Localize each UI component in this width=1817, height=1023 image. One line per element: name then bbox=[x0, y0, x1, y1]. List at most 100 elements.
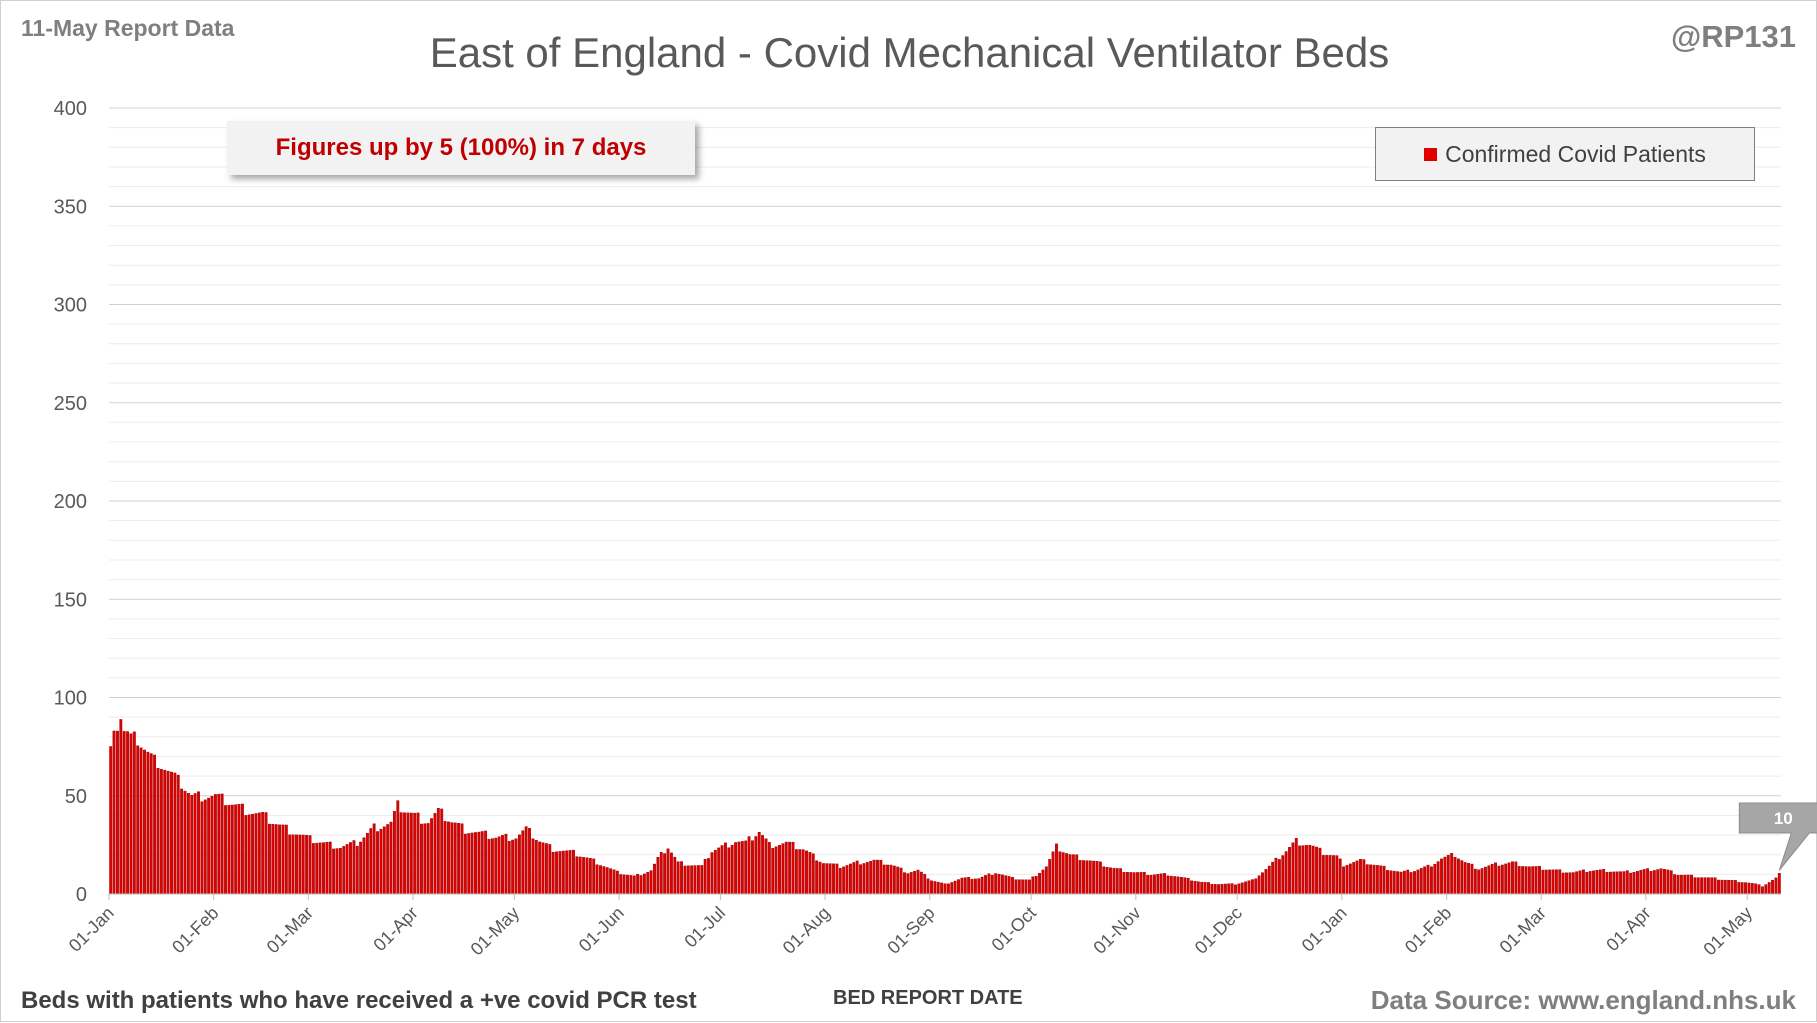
bar bbox=[237, 804, 241, 895]
bar bbox=[1382, 865, 1386, 895]
bar bbox=[1085, 860, 1089, 895]
bar bbox=[1281, 855, 1285, 895]
bar bbox=[889, 864, 893, 895]
bar bbox=[1490, 863, 1494, 895]
bar bbox=[1663, 869, 1666, 895]
bar bbox=[1028, 879, 1031, 895]
bar bbox=[751, 840, 754, 895]
bar bbox=[754, 836, 758, 895]
bar bbox=[642, 873, 646, 895]
y-tick-label: 350 bbox=[54, 196, 87, 218]
bar bbox=[578, 856, 582, 895]
bar bbox=[541, 842, 545, 895]
bar bbox=[1737, 882, 1741, 895]
bar bbox=[274, 824, 278, 895]
bar bbox=[1730, 880, 1734, 895]
bar bbox=[984, 875, 987, 895]
bar bbox=[1649, 871, 1653, 895]
bar bbox=[257, 812, 261, 895]
x-tick-label: 01-Jan bbox=[65, 903, 118, 956]
bar bbox=[524, 826, 528, 895]
bar bbox=[1713, 877, 1717, 895]
bar bbox=[1683, 874, 1687, 895]
bar bbox=[575, 856, 579, 895]
bar bbox=[886, 864, 889, 895]
bar bbox=[241, 803, 244, 895]
bar bbox=[1690, 874, 1693, 895]
gridlines bbox=[109, 107, 1781, 875]
bar bbox=[1051, 851, 1055, 895]
bar bbox=[1250, 879, 1254, 895]
bar bbox=[457, 823, 461, 895]
bar bbox=[1521, 866, 1525, 895]
bar bbox=[143, 749, 146, 895]
bar bbox=[1369, 864, 1373, 895]
annotation-callout bbox=[1738, 802, 1817, 871]
bar bbox=[882, 864, 886, 895]
bar bbox=[1011, 877, 1014, 895]
bar bbox=[149, 753, 153, 895]
bar bbox=[1180, 877, 1183, 895]
x-tick-label: 01-Mar bbox=[1496, 903, 1550, 957]
bar bbox=[288, 834, 292, 895]
bar bbox=[1446, 854, 1450, 895]
bar bbox=[467, 833, 471, 895]
bar bbox=[619, 874, 623, 895]
bar bbox=[423, 823, 427, 895]
x-tick-label: 01-Apr bbox=[1602, 903, 1654, 955]
bar bbox=[453, 822, 457, 895]
bar bbox=[1544, 869, 1548, 895]
bar bbox=[146, 751, 150, 895]
bar bbox=[1423, 866, 1427, 895]
bar bbox=[646, 872, 650, 895]
bar bbox=[207, 797, 211, 895]
bar bbox=[1071, 854, 1075, 895]
bar bbox=[517, 834, 521, 895]
bar bbox=[1058, 851, 1062, 895]
bar bbox=[365, 832, 369, 895]
bar bbox=[669, 852, 673, 895]
bar bbox=[852, 862, 856, 895]
bar bbox=[1477, 869, 1481, 895]
bar bbox=[1554, 869, 1558, 895]
bar bbox=[230, 804, 234, 895]
bar bbox=[261, 812, 265, 895]
bar bbox=[673, 856, 677, 895]
bar bbox=[227, 805, 231, 895]
bar bbox=[1105, 867, 1109, 895]
bar bbox=[1706, 877, 1710, 895]
bar bbox=[497, 836, 501, 895]
bar bbox=[761, 835, 765, 895]
bar bbox=[1301, 845, 1305, 895]
bar bbox=[1565, 872, 1568, 895]
bar bbox=[112, 730, 116, 895]
bar bbox=[919, 871, 923, 895]
bar bbox=[1190, 880, 1193, 895]
bar bbox=[1129, 872, 1133, 895]
bar bbox=[1001, 874, 1004, 895]
bar bbox=[119, 719, 123, 895]
bar bbox=[811, 853, 815, 895]
bar bbox=[1609, 871, 1612, 895]
bar bbox=[865, 862, 869, 895]
bar bbox=[1666, 869, 1670, 895]
bar bbox=[1193, 880, 1197, 895]
y-tick-label: 150 bbox=[54, 589, 87, 611]
bar bbox=[166, 770, 170, 895]
bar bbox=[1720, 879, 1724, 895]
bar bbox=[1480, 868, 1484, 895]
bar bbox=[572, 849, 575, 895]
bar bbox=[1088, 860, 1092, 895]
bar bbox=[686, 865, 690, 895]
bar bbox=[744, 840, 748, 895]
bar bbox=[1578, 870, 1582, 895]
bar bbox=[605, 867, 609, 895]
y-axis: 0 50 100 150 200 250 300 350 400 bbox=[54, 98, 87, 906]
bar bbox=[1153, 874, 1156, 895]
bar bbox=[990, 874, 994, 895]
bar bbox=[501, 835, 504, 895]
bar bbox=[1044, 866, 1048, 895]
bar bbox=[1122, 871, 1126, 895]
bar bbox=[663, 853, 667, 895]
bar bbox=[1571, 872, 1575, 895]
